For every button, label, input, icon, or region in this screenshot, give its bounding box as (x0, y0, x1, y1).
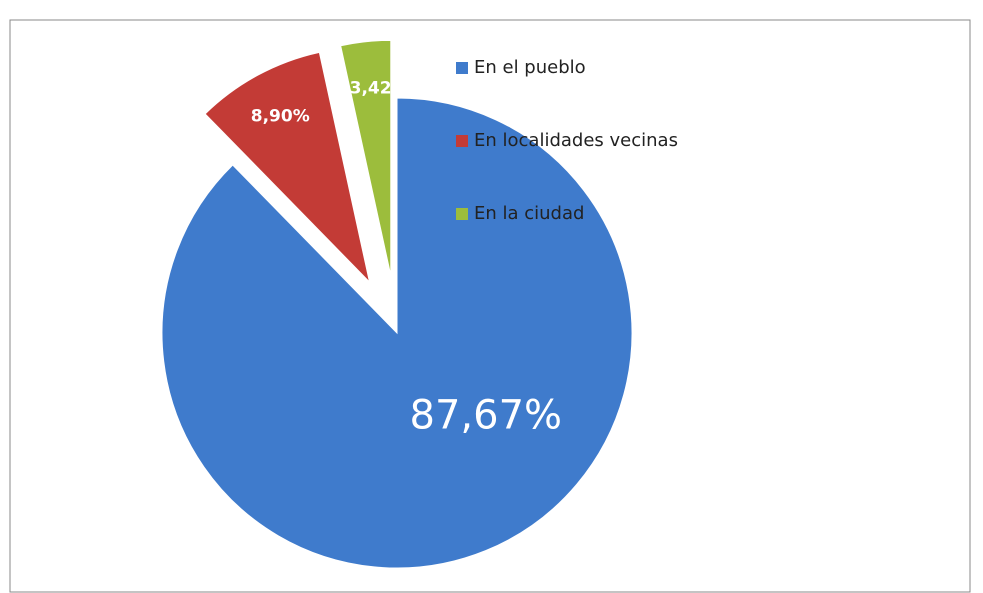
data-label: 8,90% (251, 106, 310, 126)
data-label: 87,67% (410, 393, 563, 439)
legend-label: En la ciudad (474, 203, 584, 224)
pie-slice (340, 39, 392, 276)
data-label: 3,42 (350, 78, 392, 98)
legend-swatch (456, 62, 468, 74)
legend-swatch (456, 208, 468, 220)
pie-slice (161, 97, 633, 569)
legend-label: En el pueblo (474, 57, 586, 78)
pie-slice (204, 51, 371, 284)
legend-label: En localidades vecinas (474, 130, 678, 151)
legend-swatch (456, 135, 468, 147)
